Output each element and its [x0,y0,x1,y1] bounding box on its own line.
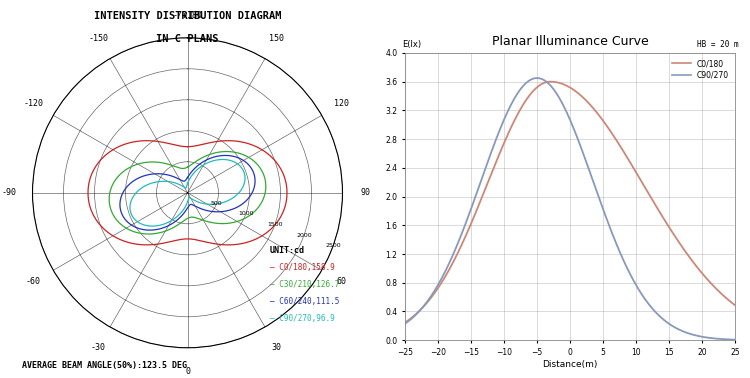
Text: AVERAGE BEAM ANGLE(50%):123.5 DEG: AVERAGE BEAM ANGLE(50%):123.5 DEG [22,361,188,370]
Text: 500: 500 [211,201,223,206]
Text: 0: 0 [185,367,190,375]
Text: 30: 30 [272,342,281,352]
Text: — C0/180,158.9: — C0/180,158.9 [270,263,334,272]
Text: -150: -150 [88,34,109,43]
Text: INTENSITY DISTRIBUTION DIAGRAM: INTENSITY DISTRIBUTION DIAGRAM [94,11,281,21]
Text: -60: -60 [26,277,40,287]
Text: 60: 60 [337,277,346,287]
Text: — C60/240,111.5: — C60/240,111.5 [270,297,339,306]
Text: IN C PLANS: IN C PLANS [156,34,219,44]
Text: -120: -120 [23,99,44,108]
Text: HB = 20 m: HB = 20 m [697,40,738,50]
Text: -/+180: -/+180 [172,10,202,19]
Text: 150: 150 [269,34,284,43]
Text: 2000: 2000 [296,233,312,238]
Text: — C30/210,126.7: — C30/210,126.7 [270,280,339,289]
Text: -90: -90 [2,188,16,197]
Text: 1000: 1000 [238,211,254,217]
Text: E(lx): E(lx) [402,40,421,50]
Text: UNIT:cd: UNIT:cd [270,246,305,255]
Text: 1500: 1500 [267,222,283,227]
X-axis label: Distance(m): Distance(m) [542,359,598,369]
Title: Planar Illuminance Curve: Planar Illuminance Curve [492,34,648,48]
Text: -30: -30 [91,342,106,352]
Text: — C90/270,96.9: — C90/270,96.9 [270,314,334,323]
Legend: C0/180, C90/270: C0/180, C90/270 [669,57,731,82]
Text: 2500: 2500 [326,243,341,248]
Text: 90: 90 [361,188,370,197]
Text: 120: 120 [334,99,350,108]
